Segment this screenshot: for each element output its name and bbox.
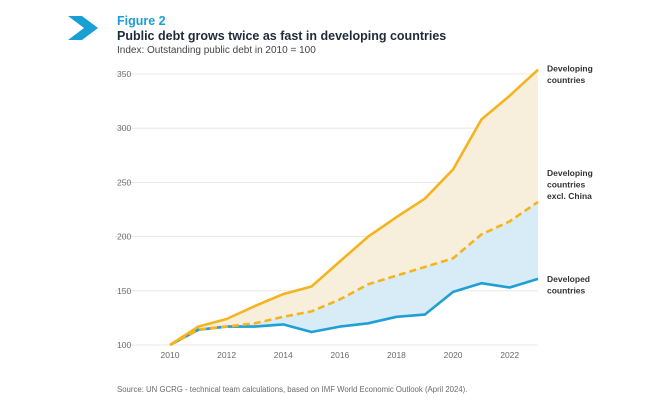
source-note: Source: UN GCRG - technical team calcula… — [117, 385, 468, 394]
y-tick-label: 150 — [117, 286, 131, 296]
developed-band-area — [170, 201, 538, 345]
series-label-text: countries — [547, 179, 586, 189]
developing-band-area — [170, 69, 538, 345]
series-label-text: countries — [547, 285, 586, 295]
x-axis-ticks: 2010 2012 2014 2016 2018 2020 2022 — [161, 350, 520, 360]
series-label-text: countries — [547, 75, 586, 85]
y-tick-label: 250 — [117, 177, 131, 187]
chart-title: Public debt grows twice as fast in devel… — [117, 29, 447, 43]
series-label-text: Developing — [547, 168, 593, 178]
series-labels: DevelopingcountriesDevelopingcountriesex… — [547, 64, 593, 296]
x-tick-label: 2016 — [330, 350, 349, 360]
series-label-text: Developing — [547, 64, 593, 74]
y-tick-label: 350 — [117, 69, 131, 79]
chart-subtitle: Index: Outstanding public debt in 2010 =… — [117, 45, 316, 56]
shaded-areas — [170, 69, 538, 345]
x-tick-label: 2010 — [161, 350, 180, 360]
series-label-text: Developed — [547, 274, 590, 284]
y-axis-ticks: 100 150 200 250 300 350 — [117, 69, 131, 350]
y-tick-label: 200 — [117, 232, 131, 242]
figure-label: Figure 2 — [117, 14, 166, 28]
series-line-developed — [169, 277, 539, 347]
x-tick-label: 2022 — [500, 350, 519, 360]
series-lines — [169, 68, 539, 347]
series-line-developing-excl-china — [169, 200, 539, 347]
x-tick-label: 2018 — [387, 350, 406, 360]
x-tick-label: 2020 — [444, 350, 463, 360]
y-tick-label: 100 — [117, 340, 131, 350]
x-tick-label: 2012 — [217, 350, 236, 360]
series-line-developing — [169, 68, 539, 347]
series-label-text: excl. China — [547, 191, 592, 201]
y-tick-label: 300 — [117, 123, 131, 133]
chevron-right-icon — [68, 16, 98, 40]
x-tick-label: 2014 — [274, 350, 293, 360]
